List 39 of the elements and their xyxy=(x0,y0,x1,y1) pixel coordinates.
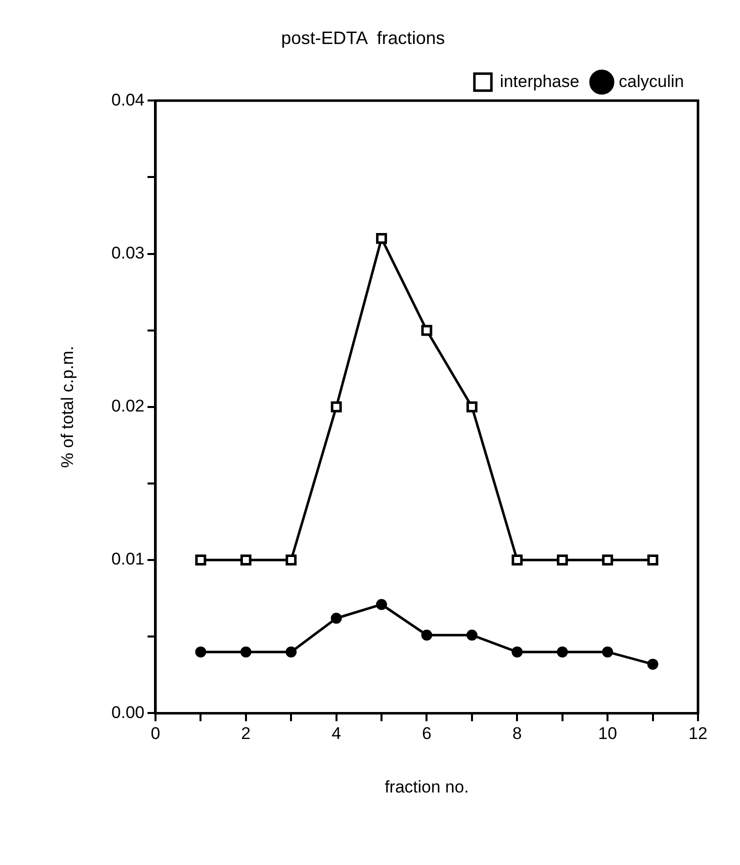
point xyxy=(421,324,432,336)
point xyxy=(647,554,658,566)
y-tick-label: 0.01 xyxy=(111,550,144,569)
point xyxy=(512,646,523,658)
point xyxy=(240,554,252,566)
x-tick-label: 10 xyxy=(598,724,618,744)
y-tick-label: 0.00 xyxy=(111,702,144,722)
y-tick-label: 0.03 xyxy=(111,243,144,262)
point xyxy=(330,401,342,412)
point xyxy=(376,598,388,610)
point xyxy=(556,554,568,566)
point xyxy=(602,646,614,658)
point xyxy=(240,646,252,658)
point xyxy=(556,646,568,658)
point xyxy=(602,554,614,566)
point xyxy=(195,646,206,658)
point xyxy=(647,658,658,670)
y-tick-label: 0.02 xyxy=(111,396,144,416)
point xyxy=(512,554,523,566)
chart-title: post-EDTA fractions xyxy=(281,28,445,48)
point xyxy=(195,554,206,566)
x-tick-label: 2 xyxy=(241,724,251,744)
y-tick-label: 0.04 xyxy=(111,90,144,110)
point xyxy=(286,646,297,658)
legend-label: calyculin xyxy=(618,72,684,91)
y-axis-title: % of total c.p.m. xyxy=(58,346,77,468)
legend-label: interphase xyxy=(500,72,580,91)
point xyxy=(376,232,388,244)
point xyxy=(286,554,297,566)
point xyxy=(421,630,432,641)
x-axis-title: fraction no. xyxy=(384,777,469,796)
x-tick-label: 4 xyxy=(332,724,342,744)
point xyxy=(466,401,478,412)
point xyxy=(330,612,342,624)
x-tick-label: 12 xyxy=(688,724,708,744)
point xyxy=(466,630,478,641)
x-tick-label: 8 xyxy=(512,724,522,744)
x-tick-label: 0 xyxy=(150,724,160,744)
x-tick-label: 6 xyxy=(422,724,432,744)
